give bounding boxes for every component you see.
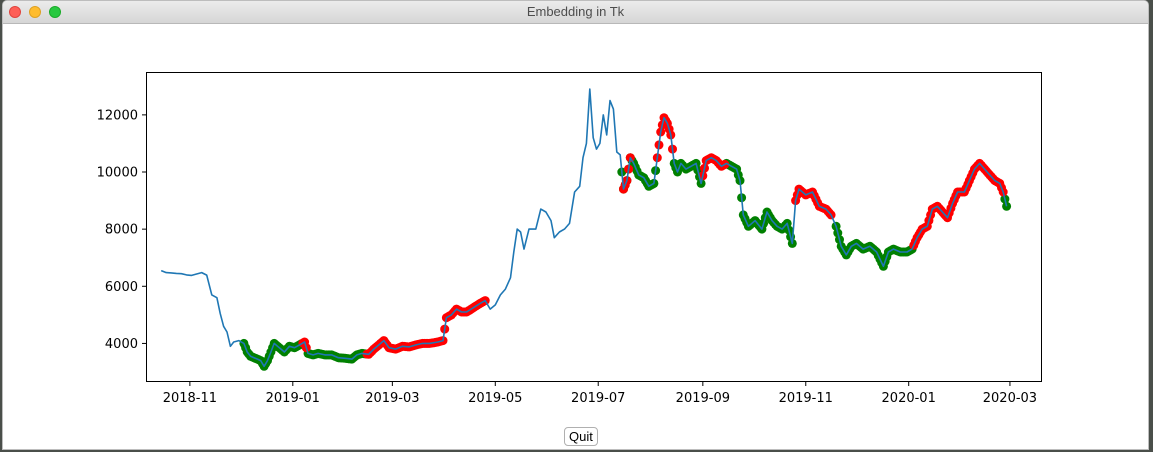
x-tick-label: 2020-01	[882, 391, 936, 406]
x-tick-label: 2019-01	[266, 391, 320, 406]
y-tick-label: 10000	[97, 166, 138, 181]
x-tick-label: 2019-03	[365, 391, 419, 406]
line-layer	[160, 88, 1008, 368]
y-tick-label: 8000	[105, 223, 138, 238]
title-bar: Embedding in Tk	[3, 1, 1148, 24]
x-tick-label: 2018-11	[163, 391, 217, 406]
x-tick-label: 2019-11	[779, 391, 833, 406]
x-tick-label: 2019-07	[571, 391, 625, 406]
price-series-line	[160, 88, 1008, 368]
plot-area	[146, 72, 1042, 382]
y-tick-label: 4000	[105, 337, 138, 352]
price-chart: 2018-11 2019-01 2019-03 2019-05 2019-07 2019-…	[97, 72, 1042, 406]
tick-layer: 2018-11 2019-01 2019-03 2019-05 2019-07 2019-…	[97, 108, 1037, 406]
y-tick-label: 12000	[97, 108, 138, 123]
minimize-window-button[interactable]	[29, 6, 41, 18]
plot-frame	[146, 72, 1042, 382]
quit-button[interactable]: Quit	[564, 427, 598, 446]
zoom-window-button[interactable]	[49, 6, 61, 18]
x-tick-label: 2019-09	[676, 391, 730, 406]
y-tick-label: 6000	[105, 280, 138, 295]
close-window-button[interactable]	[9, 6, 21, 18]
x-tick-label: 2020-03	[983, 391, 1037, 406]
x-tick-label: 2019-05	[468, 391, 522, 406]
window-title: Embedding in Tk	[526, 4, 625, 19]
